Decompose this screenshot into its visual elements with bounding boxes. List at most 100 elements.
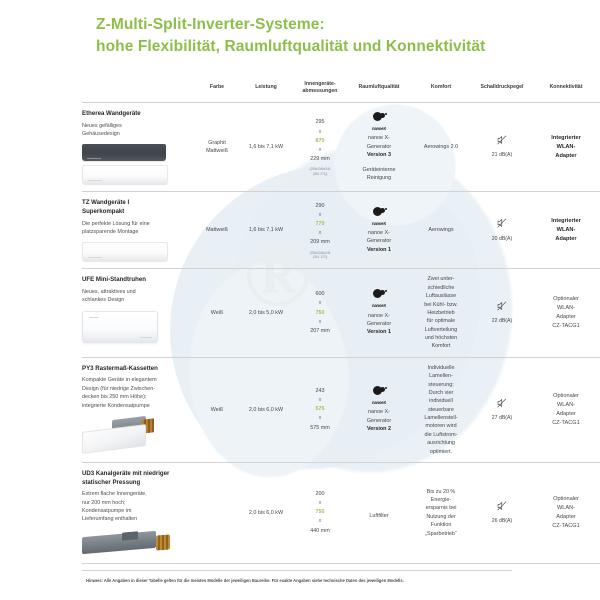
raumluftqualitaet-cell: nanoeX nanoe X- Generator Version 2 <box>348 357 410 463</box>
farbe-value: Weiß <box>210 406 224 413</box>
dimensions-value: 290 x 779 x 209 mm <box>294 202 346 248</box>
table-header: Farbe Leistung Innengeräte- abmessungen … <box>82 72 600 103</box>
konnektivitaet-value: Optionaler WLAN- Adapter CZ-TACG1 <box>552 296 580 330</box>
nanoe-block: nanoeX nanoe X- Generator Version 1 <box>350 289 408 336</box>
product-cell: TZ Wandgeräte I Superkompakt Die perfekte … <box>82 191 194 270</box>
konnektivitaet-cell: Integrierter WLAN- Adapter <box>532 191 600 270</box>
schall-block: 26 dB(A) <box>474 500 530 526</box>
nanoe-blob-icon <box>366 386 392 399</box>
speaker-icon-wrap <box>496 300 508 315</box>
nanoe-block: nanoeX nanoe X- Generator Version 3 Gerätein… <box>350 112 408 182</box>
dimension-height: 440 mm <box>310 527 330 534</box>
nanoe-wordmark: nanoeX <box>372 220 386 226</box>
mute-speaker-icon <box>497 398 507 408</box>
dimension-height: 207 mm <box>310 327 330 334</box>
product-photo-cassette <box>82 415 188 454</box>
table-body: Etherea Wandgeräte Neues gefälliges Gehäus… <box>82 102 600 564</box>
product-description: Neues gefälliges Gehäusedesign <box>82 122 122 138</box>
nanoe-generator-label: nanoe X- Generator Version 1 <box>366 229 392 253</box>
column-header-abmessungen-line2: abmessungen <box>302 87 338 94</box>
nanoe-version: Version 1 <box>367 329 391 336</box>
dimension-height: 209 mm <box>310 239 330 246</box>
dimensions-subnote: (295x1048x244 (258, 271)) <box>309 167 331 176</box>
speaker-icon-wrap <box>496 397 508 412</box>
schall-block: 27 dB(A) <box>474 397 530 423</box>
wall-unit-graphite-image <box>82 144 166 162</box>
raumluftqualitaet-cell: nanoeX nanoe X- Generator Version 1 <box>348 191 410 270</box>
dimension-separator: x <box>318 300 322 307</box>
speaker-icon-wrap <box>496 500 508 515</box>
product-description: Kompakte Geräte in elegantem Design (für … <box>82 377 157 409</box>
konnektivitaet-value: Integrierter WLAN- Adapter <box>551 134 581 159</box>
dimensions-value: 243 x 575 x 575 mm <box>294 387 346 433</box>
dimension-depth: 600 <box>315 291 325 298</box>
konnektivitaet-value: Integrierter WLAN- Adapter <box>551 218 581 242</box>
dimension-separator: x <box>318 230 322 237</box>
konnektivitaet-cell: Integrierter WLAN- Adapter <box>532 102 600 193</box>
column-header-farbe: Farbe <box>194 72 240 103</box>
speaker-icon-wrap <box>496 217 508 232</box>
raumluftqualitaet-cell: nanoeX nanoe X- Generator Version 3 Gerätein… <box>348 102 410 193</box>
leistung-value: 1,6 bis 7,1 kW <box>248 227 284 234</box>
konnektivitaet-cell: Optionaler WLAN- Adapter CZ-TACG1 <box>532 357 600 463</box>
komfort-cell: Individuelle Lamellen-steuerung: Durch vie… <box>410 357 472 463</box>
column-header-abmessungen: Innengeräte- abmessungen <box>292 72 348 103</box>
dimension-separator: x <box>318 518 322 525</box>
dimension-height: 229 mm <box>310 156 330 163</box>
nanoe-version: Version 3 <box>367 152 391 159</box>
komfort-cell: Bis zu 20 % Energie-ersparnis bei Nutzung … <box>410 462 472 564</box>
schall-value: 27 dB(A) <box>491 415 513 422</box>
dimension-separator: x <box>318 146 322 153</box>
dimension-separator: x <box>318 415 322 422</box>
column-header-product <box>82 72 194 103</box>
dimension-separator: x <box>318 128 322 135</box>
product-cell: UD3 Kanalgeräte mit niedriger statischer … <box>82 462 194 564</box>
abmessungen-cell: 295 x 870 x 229 mm (295x1048x244 (258, 271)) <box>292 102 348 193</box>
product-cell: Etherea Wandgeräte Neues gefälliges Gehäus… <box>82 102 194 193</box>
nanoe-wordmark: nanoeX <box>372 126 386 132</box>
mute-speaker-icon <box>497 135 507 145</box>
dimension-width: 575 <box>315 406 325 413</box>
nanoe-block: Luftfilter <box>350 506 408 520</box>
duct-unit-image <box>82 530 172 556</box>
dimension-width: 779 <box>315 221 325 227</box>
schall-value: 26 dB(A) <box>491 517 513 524</box>
table-row: UFE Mini-Standtruhen Neues, attraktives u… <box>82 268 600 358</box>
schalldruckpegel-cell: 26 dB(A) <box>472 462 532 564</box>
leistung-value: 2,0 bis 6,0 kW <box>248 509 284 516</box>
product-photo-wall-units <box>82 144 188 185</box>
schall-block: 21 dB(A) <box>474 134 530 160</box>
leistung-cell: 2,0 bis 6,0 kW <box>240 462 292 564</box>
column-header-leistung: Leistung <box>240 72 292 103</box>
table-row: Etherea Wandgeräte Neues gefälliges Gehäus… <box>82 102 600 193</box>
leistung-value: 2,0 bis 5,0 kW <box>248 310 284 317</box>
nanoe-block: nanoeX nanoe X- Generator Version 1 <box>350 206 408 254</box>
komfort-value: Aerowings 2.0 <box>423 144 459 150</box>
farbe-cell: Weiß <box>194 268 240 358</box>
komfort-value: Zwei unter-schiedliche Luftauslässe bei Kü… <box>424 276 458 350</box>
raumluft-extra-feature: Geräteinterne Reinigung <box>362 166 396 181</box>
product-description: Neues, attraktives und schlankes Design <box>82 289 136 304</box>
column-header-komfort: Komfort <box>410 72 472 103</box>
schall-value: 21 dB(A) <box>491 152 513 159</box>
komfort-value: Bis zu 20 % Energie-ersparnis bei Nutzung … <box>425 488 457 537</box>
dimension-depth: 243 <box>315 387 325 394</box>
product-description: Extrem flache Innengeräte, nur 200 mm hoc… <box>82 491 147 523</box>
table-row: PY3 Rastermaß-Kassetten Kompakte Geräte i… <box>82 357 600 463</box>
nanoe-x-logo: nanoeX <box>366 206 392 227</box>
dimension-width: 750 <box>315 309 325 316</box>
abmessungen-cell: 290 x 779 x 209 mm (295x1048x244 (244, 127)) <box>292 191 348 270</box>
dimensions-value: 200 x 750 x 440 mm <box>294 490 346 536</box>
dimension-width: 870 <box>315 137 325 144</box>
dimension-width: 750 <box>315 509 325 516</box>
page-title: Z-Multi-Split-Inverter-Systeme: hohe Fle… <box>0 0 600 58</box>
column-header-schalldruckpegel: Schalldruckpegel <box>472 72 532 103</box>
farbe-cell: Graphit Mattweiß <box>194 102 240 193</box>
raumluftqualitaet-cell: Luftfilter <box>348 462 410 564</box>
farbe-cell: Mattweiß <box>194 191 240 270</box>
nanoe-generator-label: nanoe X- Generator Version 2 <box>366 409 392 433</box>
konnektivitaet-cell: Optionaler WLAN- Adapter CZ-TACG1 <box>532 268 600 358</box>
dimension-separator: x <box>318 500 322 507</box>
konnektivitaet-cell: Optionaler WLAN- Adapter CZ-TACG1 <box>532 462 600 564</box>
